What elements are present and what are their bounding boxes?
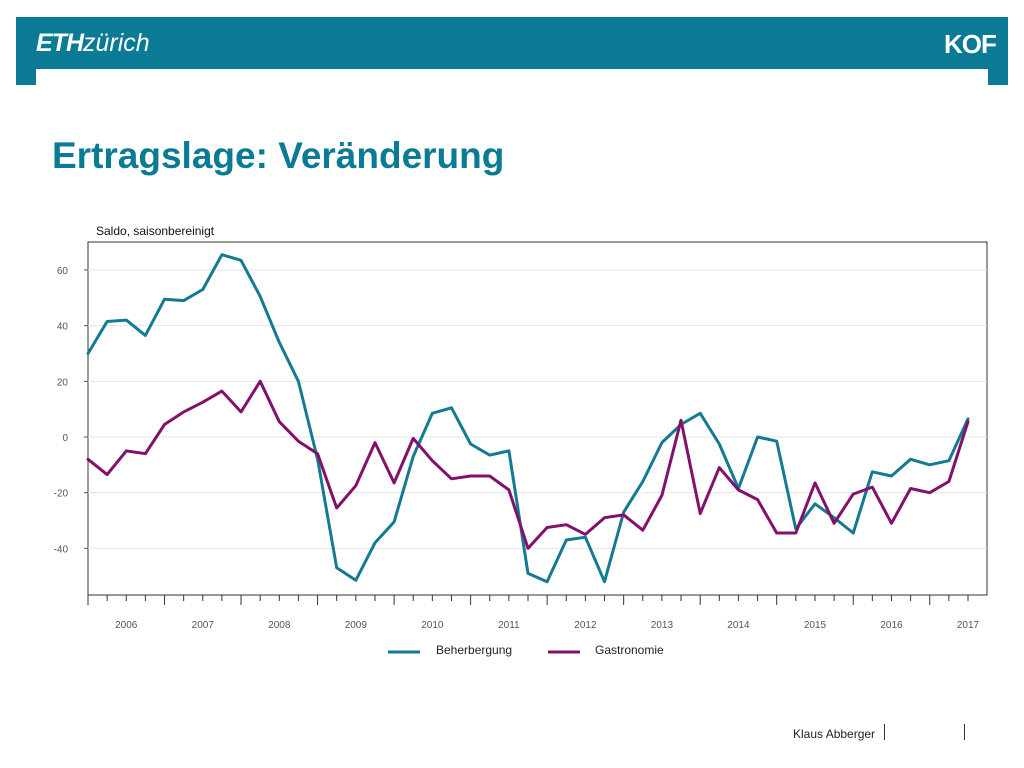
series-line-gastronomie xyxy=(86,379,970,550)
series-lines xyxy=(86,253,970,584)
series-line-beherbergung xyxy=(86,253,970,584)
y-tick-label: -40 xyxy=(54,544,69,555)
x-tick-label: 2006 xyxy=(115,620,138,631)
grid-lines xyxy=(88,269,987,549)
legend-label: Beherbergung xyxy=(436,643,512,657)
y-tick-label: 0 xyxy=(62,433,68,444)
plot-area-frame xyxy=(87,241,988,596)
header-bar xyxy=(16,17,1008,69)
y-axis-ticks: 60 40 20 0 -20 -40 xyxy=(54,266,88,555)
header-tab-left xyxy=(16,69,36,85)
x-tick-label: 2009 xyxy=(345,620,368,631)
x-axis-ticks: 2006 2007 2008 2009 2010 2011 2012 2013 2014 2015… xyxy=(87,595,980,631)
x-tick-label: 2007 xyxy=(192,620,215,631)
y-tick-label: -20 xyxy=(54,489,69,500)
eth-logo-bold: ETH xyxy=(36,29,84,57)
y-tick-label: 20 xyxy=(57,377,69,388)
eth-zurich-logo[interactable]: ETHzürich xyxy=(36,27,150,59)
y-tick-label: 60 xyxy=(57,266,69,277)
header-tab-right xyxy=(988,69,1008,85)
legend: Beherbergung Gastronomie xyxy=(388,643,664,657)
x-tick-label: 2015 xyxy=(804,620,827,631)
x-tick-label: 2017 xyxy=(957,620,980,631)
x-tick-label: 2013 xyxy=(651,620,674,631)
footer-author: Klaus Abberger xyxy=(793,727,876,741)
y-tick-label: 40 xyxy=(57,322,69,333)
x-tick-label: 2010 xyxy=(421,620,444,631)
x-tick-label: 2016 xyxy=(880,620,903,631)
kof-logo[interactable]: KOF xyxy=(944,29,997,59)
x-tick-label: 2011 xyxy=(498,620,520,631)
x-tick-label: 2012 xyxy=(574,620,597,631)
page-title: Ertragslage: Veränderung xyxy=(52,135,505,176)
x-tick-label: 2008 xyxy=(268,620,291,631)
footer-separator xyxy=(884,724,885,740)
y-axis-label: Saldo, saisonbereinigt xyxy=(96,224,215,238)
eth-logo-light: zürich xyxy=(83,29,150,57)
x-tick-label: 2014 xyxy=(727,620,750,631)
footer-separator xyxy=(964,724,965,740)
legend-label: Gastronomie xyxy=(595,643,664,657)
